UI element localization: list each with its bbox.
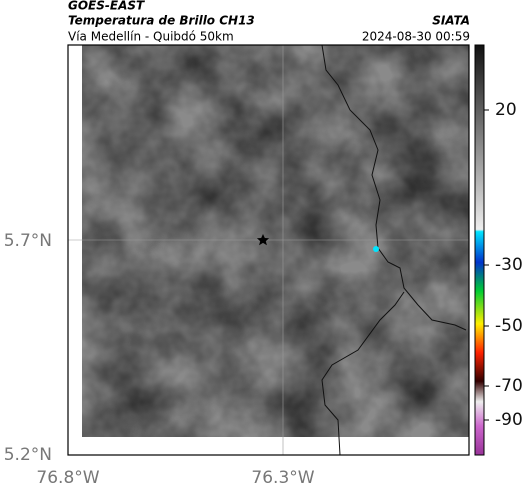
colorbar-scale [474,44,485,456]
map-panel [67,44,470,456]
cloud-texture [82,45,469,437]
lon-label: 76.3°W [251,468,314,488]
boundary [321,44,467,456]
lat-label: 5.2°N [4,445,52,465]
hotspot [373,246,379,252]
lat-label: 5.7°N [4,231,52,251]
source: GOES-EAST [68,0,145,13]
colorbar: 20 -30 -50 -70 -90 [474,44,523,456]
colorbar-label: -70 [495,376,523,396]
lon-label: 76.8°W [36,468,99,488]
colorbar-label: -30 [495,255,523,275]
timestamp: 2024-08-30 00:59 [362,30,470,44]
region: Vía Medellín - Quibdó 50km [68,30,234,44]
title: Temperatura de Brillo CH13 [68,14,255,28]
colorbar-label: -50 [495,316,523,336]
colorbar-label: -90 [495,410,523,430]
map-frame [67,44,470,456]
colorbar-label: 20 [495,100,517,120]
city-marker [256,234,270,246]
org: SIATA [432,14,470,28]
